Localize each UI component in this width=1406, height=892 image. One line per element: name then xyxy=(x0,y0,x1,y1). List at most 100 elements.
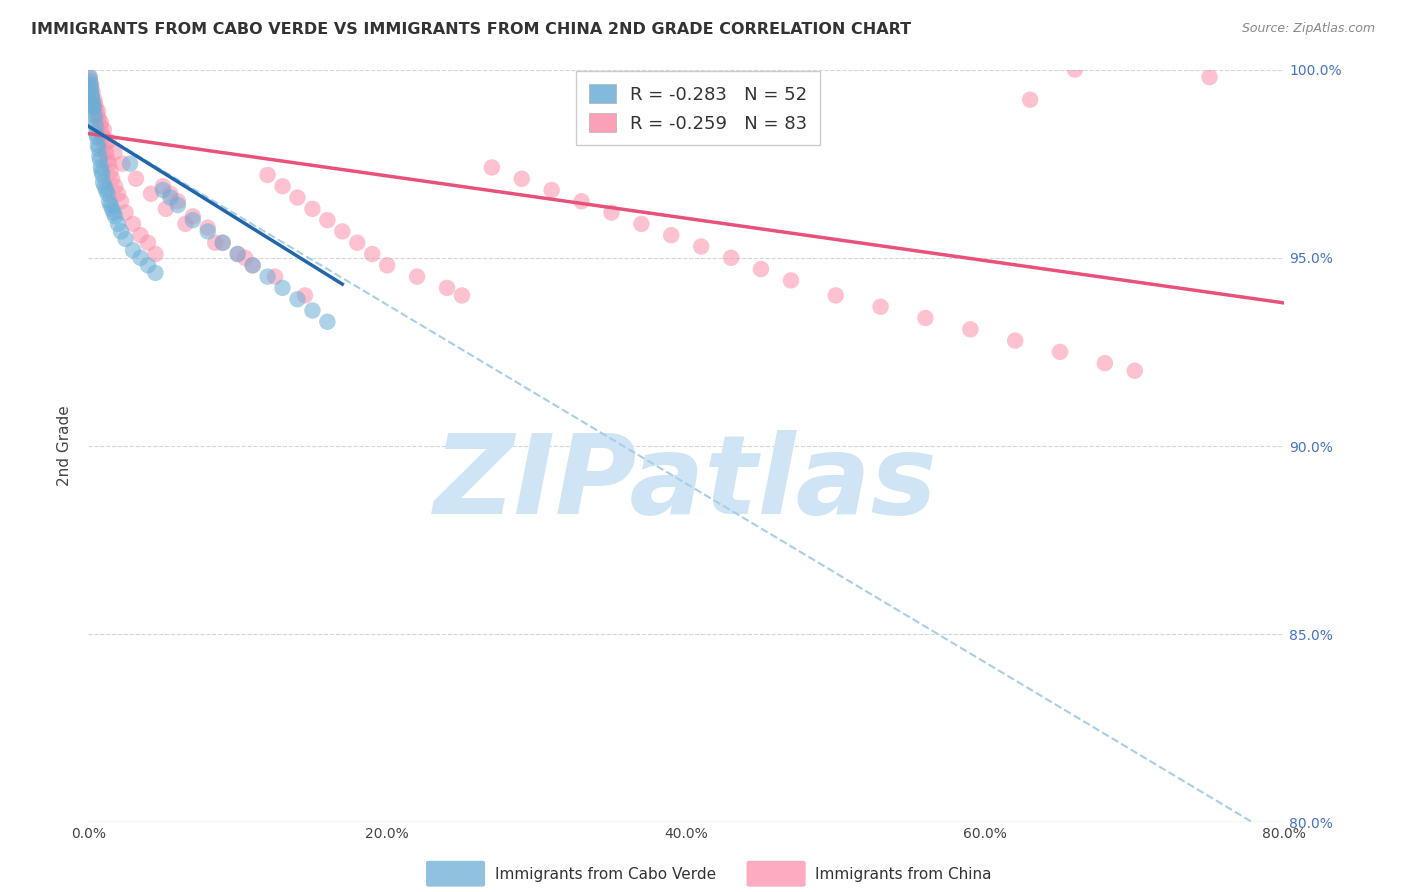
Point xyxy=(197,220,219,235)
Point xyxy=(690,239,713,253)
Point xyxy=(100,198,122,212)
Point xyxy=(86,127,108,141)
Point xyxy=(79,74,101,88)
Point xyxy=(97,186,120,201)
Point xyxy=(129,228,152,243)
Point xyxy=(87,142,110,156)
Point xyxy=(80,85,103,99)
Point xyxy=(659,228,682,243)
Point xyxy=(90,115,112,129)
Point xyxy=(242,258,264,272)
Point xyxy=(111,156,134,170)
Point xyxy=(83,112,105,126)
Point xyxy=(1049,345,1071,359)
Point xyxy=(82,93,104,107)
Point xyxy=(152,183,174,197)
Point xyxy=(82,100,104,114)
Point xyxy=(451,288,474,302)
Point xyxy=(122,244,145,258)
Point xyxy=(80,78,103,92)
Point xyxy=(375,258,398,272)
Point xyxy=(481,161,503,175)
Point xyxy=(122,217,145,231)
Point xyxy=(114,205,136,219)
Point xyxy=(914,311,936,326)
Point xyxy=(82,85,104,99)
Point xyxy=(406,269,429,284)
Point xyxy=(89,149,111,163)
Point xyxy=(167,198,190,212)
Point xyxy=(93,179,115,194)
Legend: R = -0.283   N = 52, R = -0.259   N = 83: R = -0.283 N = 52, R = -0.259 N = 83 xyxy=(576,71,820,145)
Point xyxy=(301,303,323,318)
Point xyxy=(301,202,323,216)
Point xyxy=(80,89,103,103)
Point xyxy=(87,112,110,126)
Point xyxy=(101,171,124,186)
Point xyxy=(90,161,112,175)
Point xyxy=(1123,364,1146,378)
Point xyxy=(139,186,162,201)
Point xyxy=(82,96,104,111)
Point xyxy=(271,281,294,295)
Point xyxy=(84,119,107,133)
Point xyxy=(94,183,117,197)
Point xyxy=(94,145,117,160)
Point xyxy=(87,137,110,152)
Point xyxy=(145,266,167,280)
Text: Source: ZipAtlas.com: Source: ZipAtlas.com xyxy=(1241,22,1375,36)
Point xyxy=(316,213,339,227)
Text: Immigrants from Cabo Verde: Immigrants from Cabo Verde xyxy=(495,867,716,881)
Point xyxy=(242,258,264,272)
Text: IMMIGRANTS FROM CABO VERDE VS IMMIGRANTS FROM CHINA 2ND GRADE CORRELATION CHART: IMMIGRANTS FROM CABO VERDE VS IMMIGRANTS… xyxy=(31,22,911,37)
Point xyxy=(330,224,353,238)
Point xyxy=(98,194,121,209)
Point xyxy=(720,251,742,265)
Point xyxy=(97,134,120,148)
Text: Immigrants from China: Immigrants from China xyxy=(815,867,993,881)
Point xyxy=(86,130,108,145)
Point xyxy=(83,100,105,114)
Point xyxy=(287,190,309,204)
Point xyxy=(600,205,623,219)
Point xyxy=(107,217,129,231)
Point xyxy=(204,235,226,250)
Point xyxy=(630,217,652,231)
Point xyxy=(264,269,287,284)
Point xyxy=(869,300,891,314)
Point xyxy=(316,315,339,329)
Point xyxy=(136,258,159,272)
Point xyxy=(1019,93,1042,107)
Point xyxy=(749,262,772,277)
Point xyxy=(155,202,177,216)
Point xyxy=(98,156,121,170)
Point xyxy=(79,81,101,95)
Point xyxy=(83,108,105,122)
Point xyxy=(107,186,129,201)
Point xyxy=(294,288,316,302)
Point xyxy=(959,322,981,336)
Point xyxy=(110,194,132,209)
Point xyxy=(233,251,256,265)
Point xyxy=(1064,62,1087,77)
Point xyxy=(1198,70,1220,84)
Point xyxy=(256,269,278,284)
Point xyxy=(226,247,249,261)
Point xyxy=(1004,334,1026,348)
Point xyxy=(145,247,167,261)
Point xyxy=(91,176,114,190)
Point xyxy=(125,171,148,186)
Point xyxy=(93,123,115,137)
Point xyxy=(79,78,101,92)
Point xyxy=(79,70,101,84)
Point xyxy=(79,70,101,84)
Point xyxy=(211,235,233,250)
Point xyxy=(97,153,120,167)
Point xyxy=(104,210,127,224)
Point xyxy=(91,168,114,182)
Point xyxy=(83,96,105,111)
Point xyxy=(510,171,533,186)
Point xyxy=(136,235,159,250)
Point xyxy=(114,232,136,246)
Point xyxy=(346,235,368,250)
